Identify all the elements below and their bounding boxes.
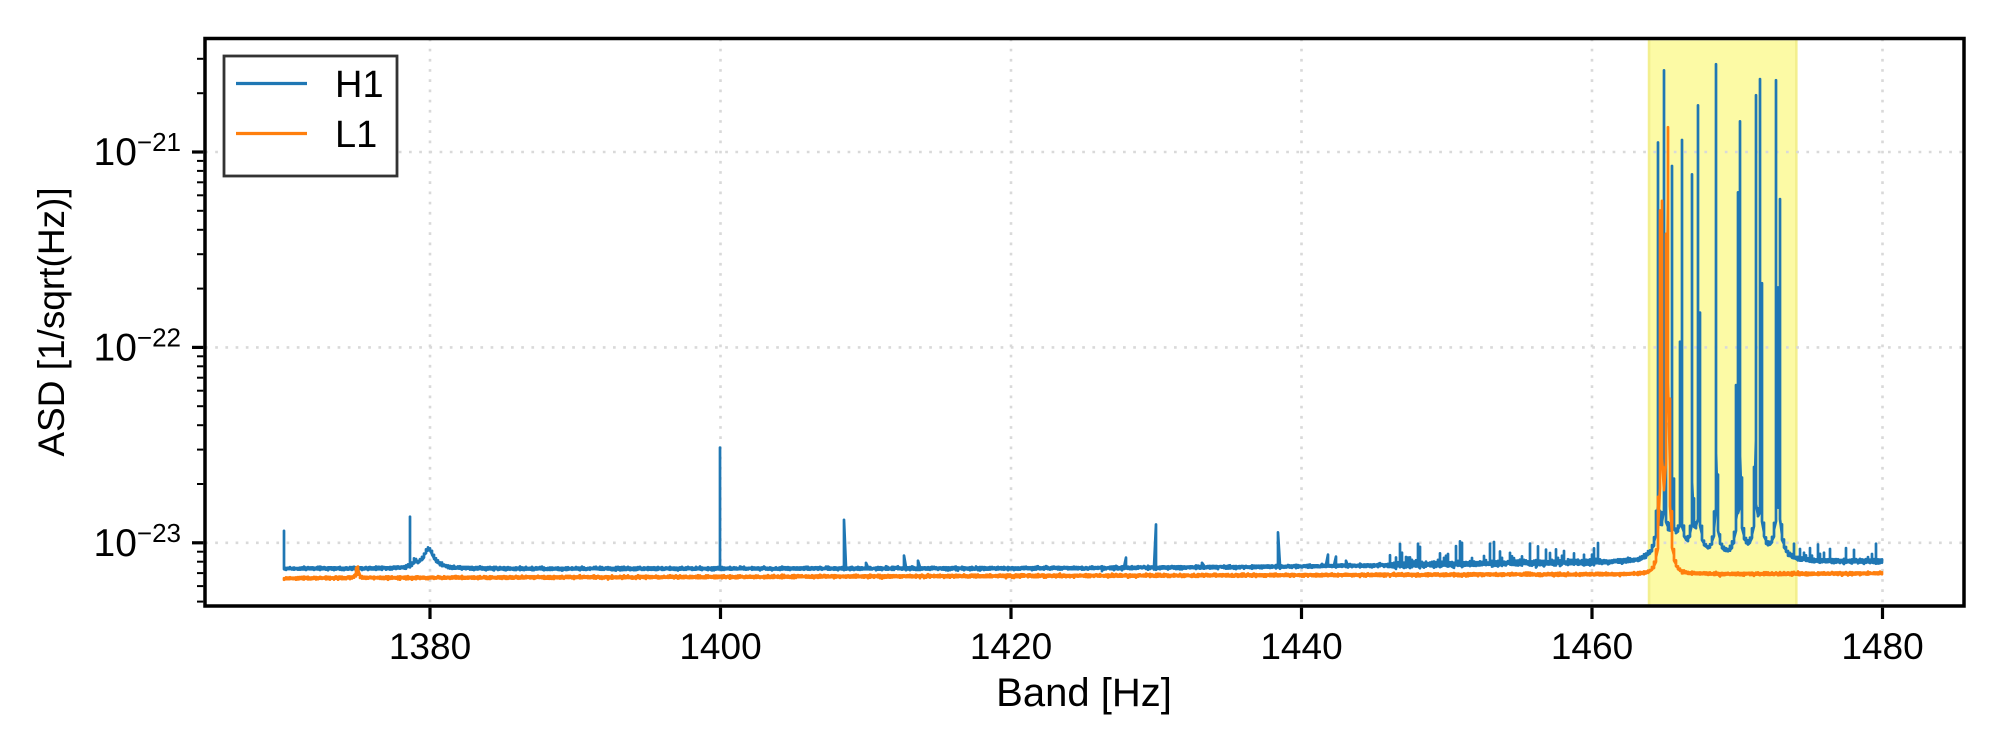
svg-text:L1: L1	[335, 114, 377, 156]
svg-text:1480: 1480	[1841, 626, 1923, 667]
svg-text:1400: 1400	[679, 626, 761, 667]
svg-text:H1: H1	[335, 64, 384, 106]
svg-text:1460: 1460	[1551, 626, 1633, 667]
svg-text:ASD [1/sqrt(Hz)]: ASD [1/sqrt(Hz)]	[31, 187, 72, 456]
svg-text:Band [Hz]: Band [Hz]	[996, 671, 1172, 715]
svg-text:1420: 1420	[970, 626, 1052, 667]
svg-text:1380: 1380	[389, 626, 471, 667]
svg-text:1440: 1440	[1260, 626, 1342, 667]
